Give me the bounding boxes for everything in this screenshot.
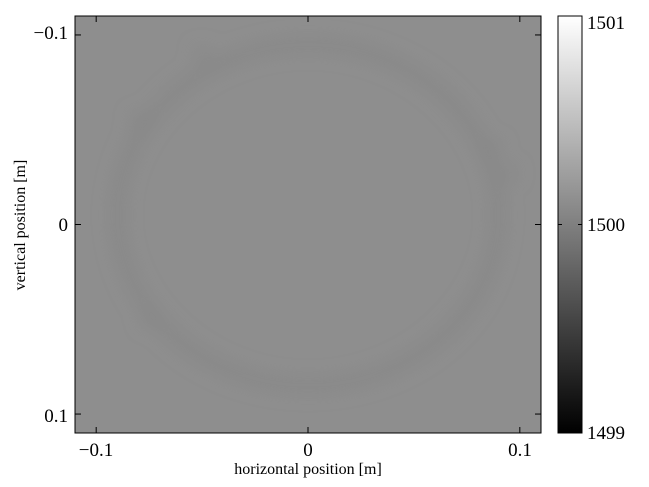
heatmap-spot xyxy=(502,166,517,181)
heatmap-spot xyxy=(131,113,146,128)
heatmap-spot xyxy=(142,312,157,327)
y-axis-tick-labels: −0.1 0 0.1 xyxy=(34,23,68,427)
y-tick-label: 0.1 xyxy=(44,406,68,427)
colorbar-tick-label: 1501 xyxy=(587,13,625,34)
x-tick-label: 0 xyxy=(303,440,313,461)
heatmap-ring xyxy=(111,38,505,392)
y-tick-label: 0 xyxy=(59,215,69,236)
colorbar-tick-label: 1500 xyxy=(587,215,625,236)
x-axis-label: horizontal position [m] xyxy=(234,461,382,478)
colorbar-ticks xyxy=(558,15,582,434)
x-axis-tick-labels: −0.1 0 0.1 xyxy=(79,440,532,461)
x-tick-label: −0.1 xyxy=(79,440,113,461)
heatmap-spot xyxy=(195,46,210,61)
axis-ticks xyxy=(75,16,541,433)
heatmap-features xyxy=(111,38,517,392)
heatmap-plot xyxy=(74,15,542,434)
x-tick-label: 0.1 xyxy=(508,440,532,461)
y-tick-label: −0.1 xyxy=(34,23,68,44)
heatmap-spot xyxy=(487,141,502,156)
colorbar-tick-label: 1499 xyxy=(587,423,625,444)
colorbar: 1501 1500 1499 xyxy=(557,13,625,444)
heatmap-background xyxy=(75,16,541,433)
y-axis-label: vertical position [m] xyxy=(12,160,29,291)
